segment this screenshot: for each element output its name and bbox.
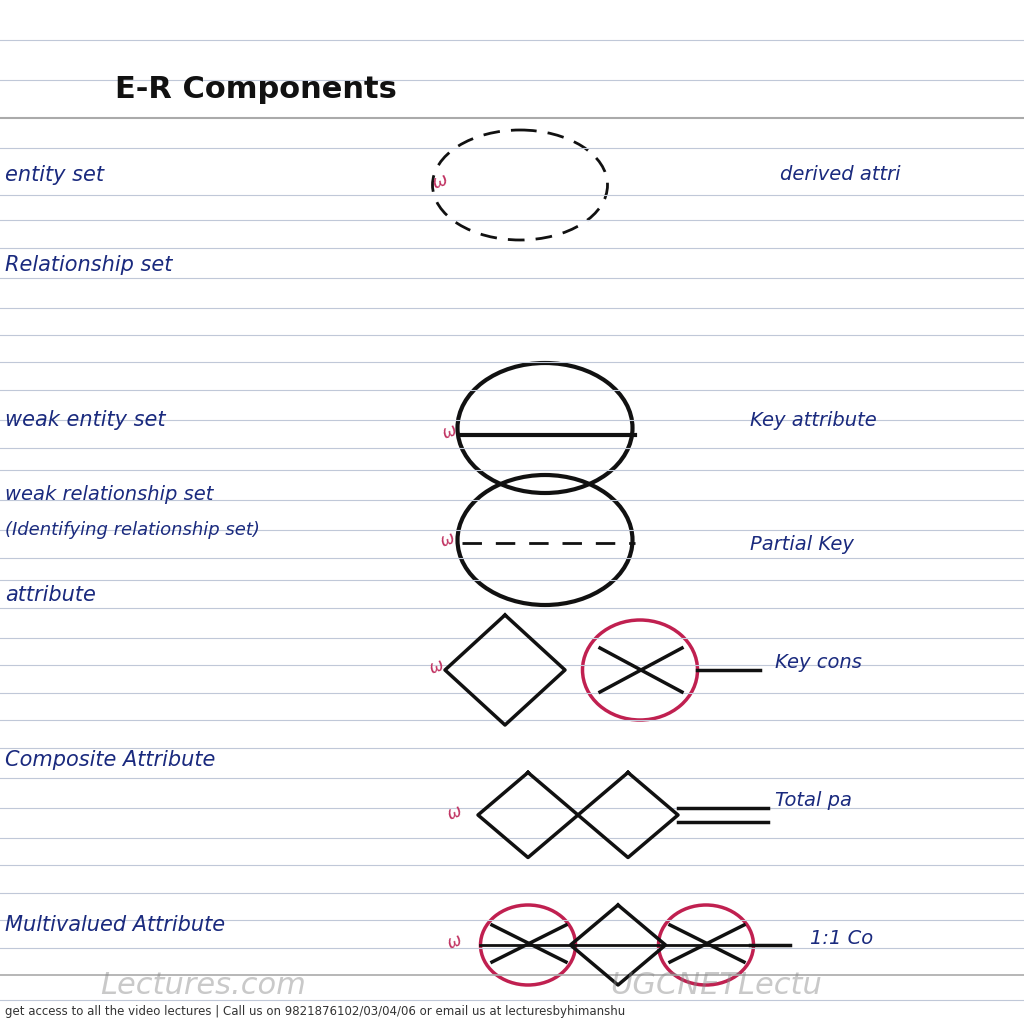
Text: E-R Components: E-R Components xyxy=(115,76,397,104)
Text: Key cons: Key cons xyxy=(775,653,862,673)
Text: 1:1 Co: 1:1 Co xyxy=(810,929,873,947)
Text: Composite Attribute: Composite Attribute xyxy=(5,750,215,770)
Text: attribute: attribute xyxy=(5,585,96,605)
Text: ω: ω xyxy=(427,656,446,678)
Text: Lectures.com: Lectures.com xyxy=(100,971,306,999)
Text: (Identifying relationship set): (Identifying relationship set) xyxy=(5,521,260,539)
Text: ω: ω xyxy=(430,171,451,194)
Text: weak entity set: weak entity set xyxy=(5,410,166,430)
Text: UGCNETLectu: UGCNETLectu xyxy=(610,971,822,999)
Text: ω: ω xyxy=(445,931,465,952)
Text: Key attribute: Key attribute xyxy=(750,411,877,429)
Text: get access to all the video lectures | Call us on 9821876102/03/04/06 or email u: get access to all the video lectures | C… xyxy=(5,1006,626,1019)
Text: Relationship set: Relationship set xyxy=(5,255,172,275)
Text: Partial Key: Partial Key xyxy=(750,536,854,555)
Text: entity set: entity set xyxy=(5,165,104,185)
Text: Total pa: Total pa xyxy=(775,791,852,810)
Text: Multivalued Attribute: Multivalued Attribute xyxy=(5,915,225,935)
Text: derived attri: derived attri xyxy=(780,166,900,184)
Text: weak relationship set: weak relationship set xyxy=(5,485,213,505)
Text: ω: ω xyxy=(440,421,460,442)
Text: ω: ω xyxy=(438,529,458,551)
Text: ω: ω xyxy=(445,802,465,824)
